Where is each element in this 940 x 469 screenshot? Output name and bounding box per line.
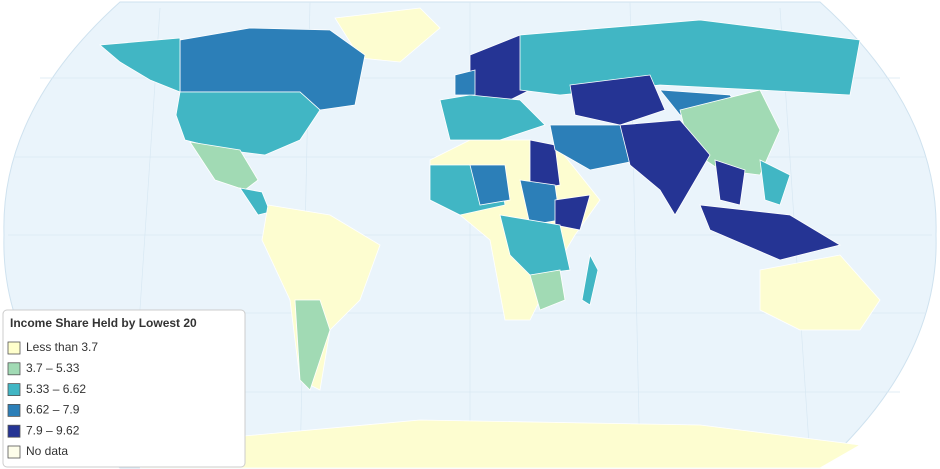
legend-label: 3.7 – 5.33 (26, 361, 80, 375)
legend-swatch (7, 341, 21, 355)
legend-box (2, 309, 246, 468)
legend-label: 5.33 – 6.62 (26, 382, 86, 396)
legend-swatch (7, 383, 21, 397)
legend-swatch (7, 403, 21, 417)
legend-label: No data (26, 444, 68, 458)
legend-label: Less than 3.7 (26, 340, 98, 354)
legend: Income Share Held by Lowest 20 Less than… (2, 309, 246, 468)
countries (99, 7, 881, 469)
legend-swatch (7, 424, 21, 438)
legend-swatch (7, 362, 21, 376)
legend-label: 7.9 – 9.62 (26, 423, 80, 437)
legend-label: 6.62 – 7.9 (26, 403, 80, 417)
legend-title: Income Share Held by Lowest 20 (10, 316, 197, 330)
legend-swatch (7, 445, 21, 459)
